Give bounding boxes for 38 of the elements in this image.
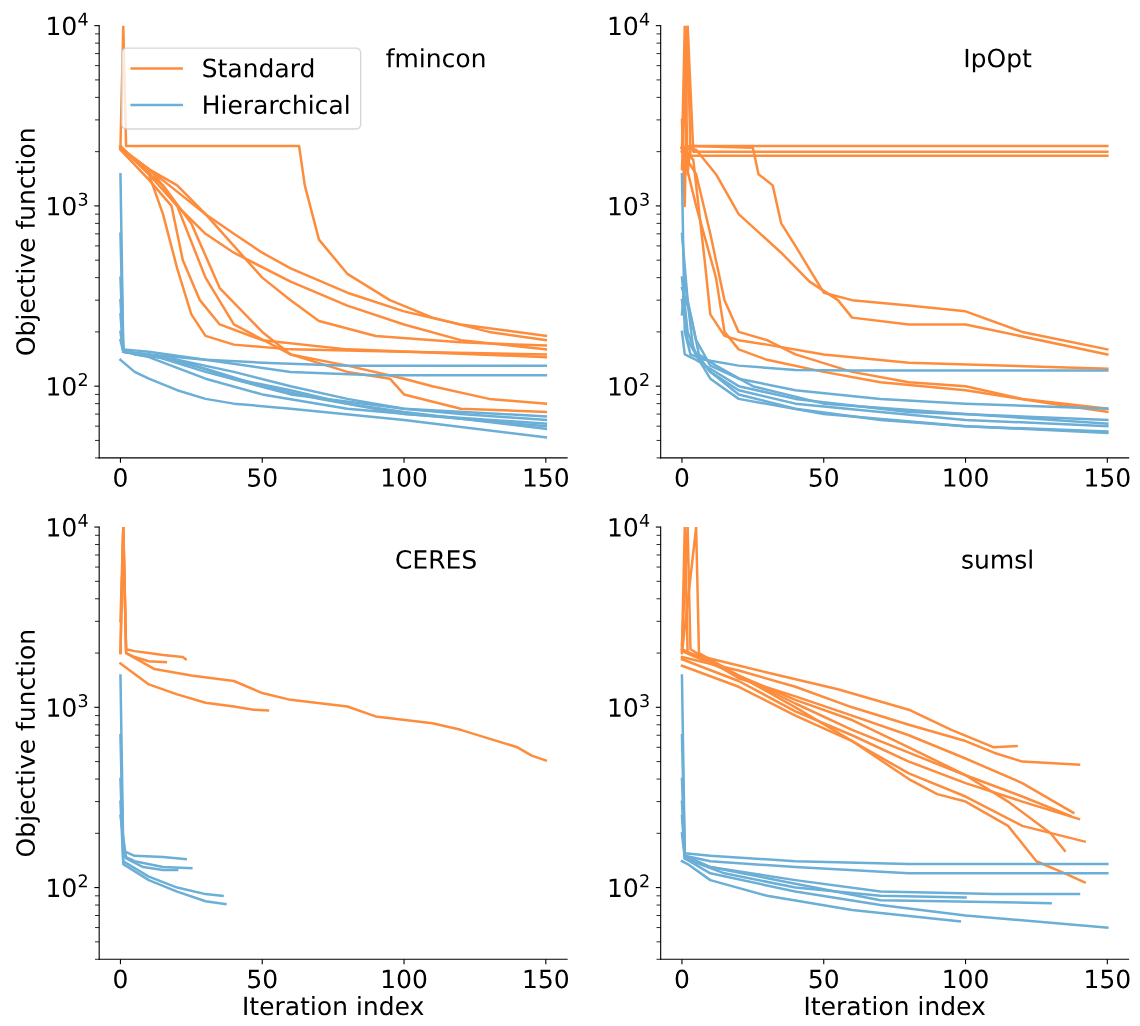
x-tick-label: 0: [114, 468, 127, 487]
y-tick-label: 10$^{2}$: [609, 874, 649, 898]
y-tick-label: 10$^{3}$: [609, 694, 649, 717]
x-tick-label: 0: [114, 969, 127, 989]
x-tick-label: 100: [382, 969, 427, 989]
x-tick-label: 50: [809, 468, 838, 487]
y-tick-label: 10$^{4}$: [48, 514, 88, 537]
text: sumsl: [962, 549, 1032, 569]
x-tick-label: 150: [1086, 969, 1130, 989]
y-tick-label: 10$^{4}$: [48, 12, 88, 36]
y-axis-title: Objective function: [15, 631, 40, 857]
y-tick-label: 10$^{3}$: [48, 694, 88, 717]
x-tick-label: 50: [248, 969, 277, 989]
x-tick-label: 150: [1086, 468, 1130, 487]
x-tick-label: 0: [675, 969, 689, 989]
x-tick-label: 150: [524, 468, 569, 487]
y-axis-title: Objective function: [15, 129, 40, 355]
x-tick-label: 100: [382, 468, 427, 487]
x-tick-label: 100: [944, 969, 988, 989]
x-tick-label: 50: [248, 468, 277, 487]
y-tick-label: 10$^{2}$: [48, 874, 87, 898]
y-tick-label: 10$^{4}$: [609, 12, 650, 36]
y-tick-label: 10$^{3}$: [609, 192, 649, 216]
x-tick-label: 150: [524, 969, 569, 989]
text: fmincon: [386, 48, 485, 68]
y-tick-label: 10$^{3}$: [48, 192, 88, 216]
y-tick-label: 10$^{2}$: [48, 372, 87, 396]
x-tick-label: 50: [809, 969, 838, 989]
y-tick-label: 10$^{4}$: [609, 514, 650, 537]
x-tick-label: 100: [944, 468, 988, 487]
y-tick-label: 10$^{2}$: [609, 372, 649, 396]
x-axis-title: Iteration index: [244, 996, 424, 1016]
x-tick-label: 0: [675, 468, 689, 487]
legend-label: Hierarchical: [204, 94, 349, 115]
x-axis-title: Iteration index: [805, 996, 986, 1016]
legend-label: Standard: [203, 58, 314, 78]
text: IpOpt: [965, 48, 1032, 73]
text: CERES: [396, 549, 476, 569]
